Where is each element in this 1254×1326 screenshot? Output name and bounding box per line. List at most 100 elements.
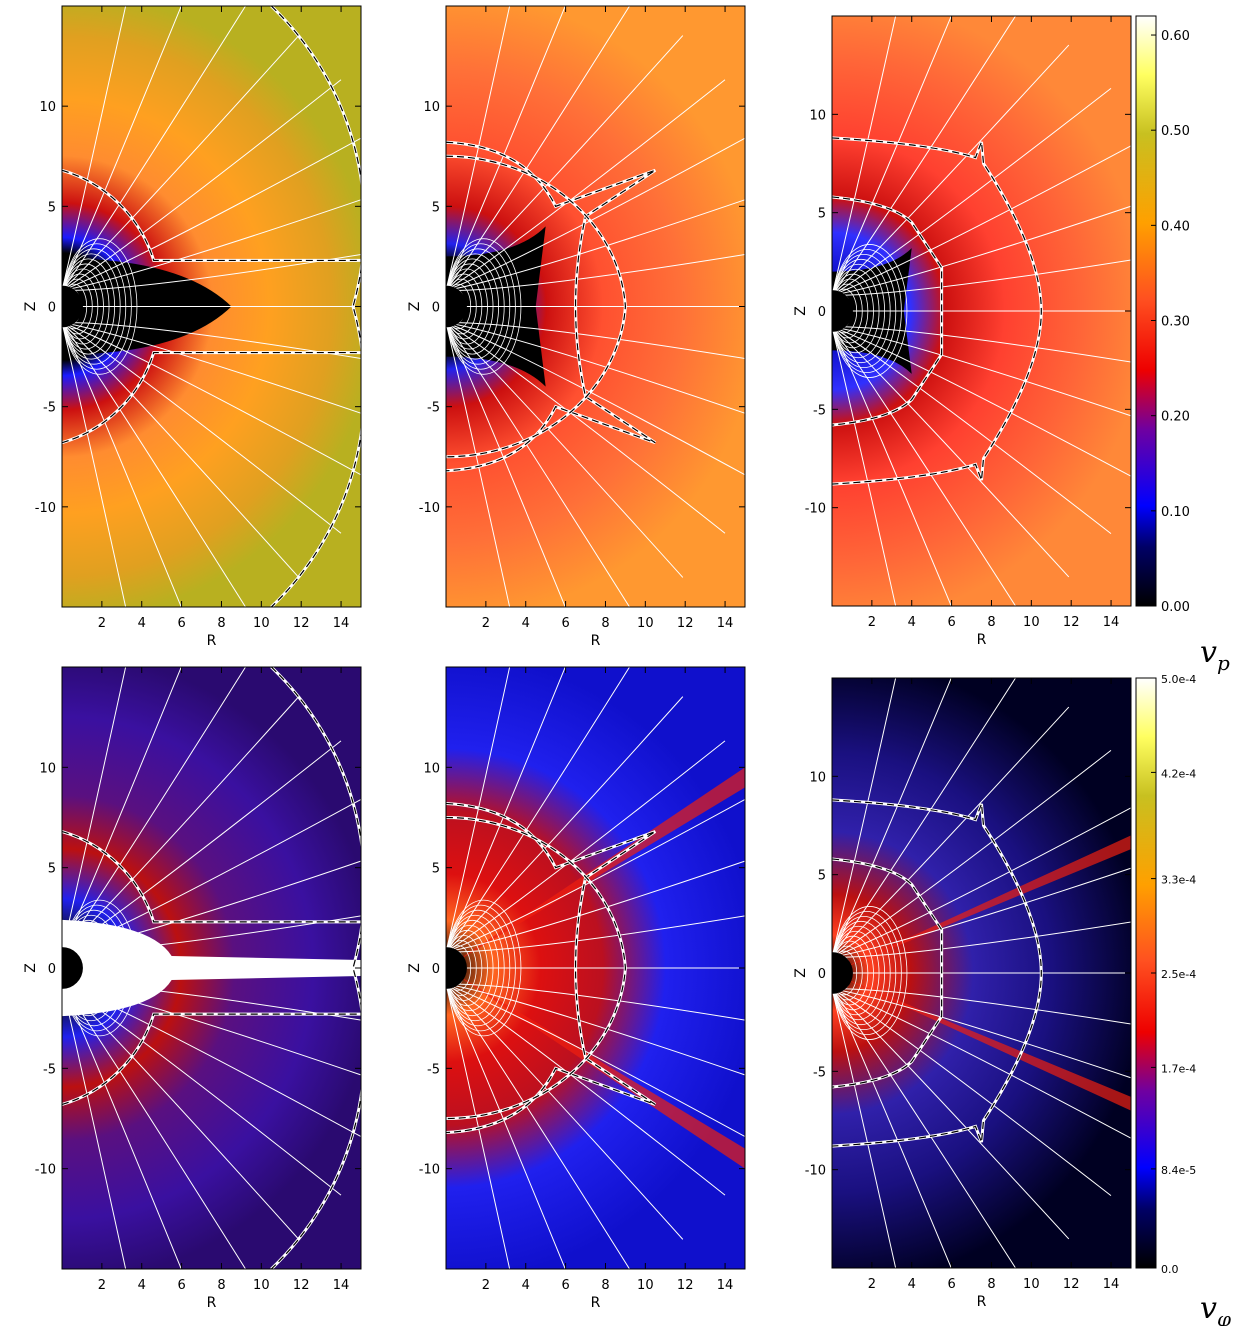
x-tick-label: 10 xyxy=(253,616,270,631)
colorbar-bottom: 5.0e-4 4.2e-4 3.3e-4 2.5e-4 1.7e-4 8.4e-5 0.0 xyxy=(1135,673,1196,1276)
y-tick-label: -5 xyxy=(43,1062,56,1077)
x-tick-label: 6 xyxy=(177,1278,185,1293)
field-line xyxy=(832,205,1131,296)
closed-loop xyxy=(446,263,494,350)
critical-surface-dash xyxy=(832,799,1042,1147)
field-line xyxy=(62,199,361,291)
closed-loop xyxy=(62,935,99,1001)
x-tick-label: 4 xyxy=(522,1278,530,1293)
closed-loop xyxy=(446,899,522,1037)
y-tick-label: 0 xyxy=(48,301,56,316)
closed-loop xyxy=(62,909,127,1027)
field-line xyxy=(446,322,511,607)
star-disk xyxy=(446,947,467,989)
critical-surface-dash xyxy=(446,816,627,1120)
field-line xyxy=(832,988,897,1268)
x-axis-label: R xyxy=(207,633,217,649)
x-tick-label: 2 xyxy=(98,616,106,631)
current-sheet-upper xyxy=(446,767,745,968)
x-axis-label: R xyxy=(591,633,601,649)
field-line xyxy=(62,915,361,953)
panel-bottom-3: 2 4 6 8 10 12 14 10 5 0 -5 -10 R Z xyxy=(793,677,1132,1310)
closed-loop xyxy=(62,258,116,355)
x-axis-label: R xyxy=(977,1294,987,1310)
colorbar-tick-label: 0.20 xyxy=(1161,410,1190,425)
field-line xyxy=(832,988,1131,1025)
field-line xyxy=(62,983,127,1269)
closed-loop xyxy=(446,273,483,340)
field-line xyxy=(832,678,897,958)
field-line xyxy=(446,740,726,953)
field-line xyxy=(62,860,361,953)
field-line xyxy=(446,322,745,360)
closed-loop xyxy=(832,911,902,1035)
field-line xyxy=(62,322,361,360)
closed-loop xyxy=(832,945,863,1001)
field-line xyxy=(446,199,745,291)
y-tick-label: -10 xyxy=(419,501,440,516)
y-tick-label: 10 xyxy=(39,761,56,776)
critical-surface-dash xyxy=(446,802,656,1134)
critical-surface-dash xyxy=(270,667,361,1269)
field-line xyxy=(832,259,1131,296)
y-tick-label: 5 xyxy=(432,200,440,215)
field-line xyxy=(446,667,511,953)
colorbar-tick-label: 0.00 xyxy=(1161,600,1190,615)
critical-surface-dash xyxy=(832,137,1042,485)
y-tick-label: -10 xyxy=(35,501,56,516)
x-tick-label: 12 xyxy=(677,616,694,631)
closed-loop xyxy=(446,940,477,996)
y-tick-label: 10 xyxy=(423,100,440,115)
closed-loop xyxy=(832,920,891,1026)
colorbar-tick-label: 0.10 xyxy=(1161,505,1190,520)
x-tick-label: 6 xyxy=(561,1278,569,1293)
panel-top-3: 2 4 6 8 10 12 14 10 5 0 -5 -10 R Z xyxy=(793,15,1132,648)
colorbar-tick-label: 5.0e-4 xyxy=(1161,673,1196,686)
y-tick-label: 0 xyxy=(48,962,56,977)
x-tick-label: 10 xyxy=(637,1278,654,1293)
x-tick-label: 4 xyxy=(522,616,530,631)
x-tick-label: 6 xyxy=(561,616,569,631)
star-disk xyxy=(62,285,83,328)
current-sheet-upper xyxy=(832,835,1131,973)
field-line xyxy=(832,988,1131,1079)
closed-loop xyxy=(446,914,505,1022)
x-tick-label: 14 xyxy=(1103,615,1120,630)
colorbar-top: 0.60 0.50 0.40 0.30 0.20 0.10 0.00 xyxy=(1135,15,1190,615)
closed-loop xyxy=(62,263,110,350)
y-tick-label: -10 xyxy=(805,502,826,517)
y-tick-label: -5 xyxy=(813,403,826,418)
y-axis-label: Z xyxy=(793,968,809,978)
x-tick-label: 10 xyxy=(1023,615,1040,630)
x-tick-label: 6 xyxy=(177,616,185,631)
y-tick-label: 0 xyxy=(818,305,826,320)
x-tick-label: 14 xyxy=(1103,1277,1120,1292)
y-tick-label: 5 xyxy=(432,862,440,877)
closed-loop xyxy=(832,253,897,369)
closed-loop xyxy=(832,283,863,339)
closed-loop xyxy=(832,950,858,996)
y-tick-label: 0 xyxy=(818,967,826,982)
closed-loop xyxy=(832,288,858,334)
colorbar-tick-label: 4.2e-4 xyxy=(1161,767,1196,780)
critical-surface-dash xyxy=(270,6,361,607)
colorbar-tick-label: 1.7e-4 xyxy=(1161,1062,1196,1075)
y-axis-label: Z xyxy=(23,302,39,312)
x-tick-label: 4 xyxy=(138,616,146,631)
panel-bottom-2: 2 4 6 8 10 12 14 10 5 0 -5 -10 R Z xyxy=(407,666,746,1311)
y-tick-label: 10 xyxy=(809,108,826,123)
x-tick-label: 4 xyxy=(138,1278,146,1293)
x-tick-label: 12 xyxy=(293,616,310,631)
closed-loop xyxy=(62,283,88,330)
star-disk xyxy=(446,285,467,328)
y-tick-label: 10 xyxy=(423,761,440,776)
y-axis-label: Z xyxy=(407,302,423,312)
field-line xyxy=(832,988,1112,1196)
closed-loop xyxy=(446,248,511,365)
closed-loop xyxy=(62,930,104,1006)
x-tick-label: 14 xyxy=(717,1278,734,1293)
closed-loop xyxy=(832,249,902,373)
field-line xyxy=(62,983,361,1021)
closed-loop xyxy=(62,273,99,340)
